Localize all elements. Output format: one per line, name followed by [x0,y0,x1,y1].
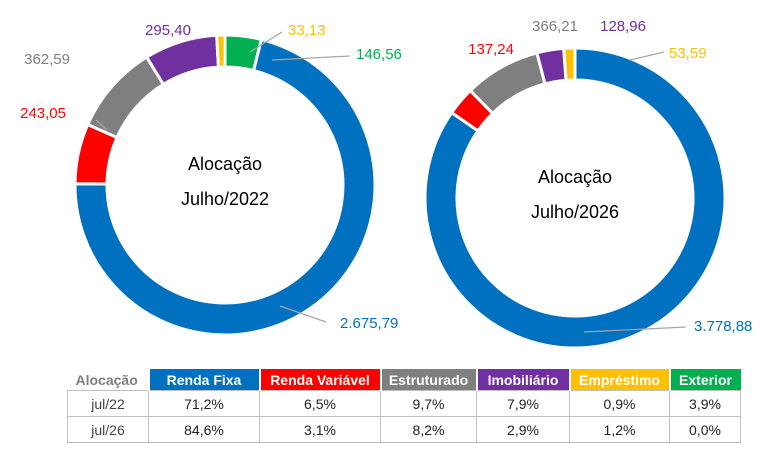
row-label: jul/26 [67,416,149,443]
chart-2026-center-title: Alocação [538,167,612,187]
chart-2022-leader-emprestimo [249,31,283,53]
chart-2026-label-imobiliario: 128,96 [600,18,646,35]
chart-2022-slice-emprestimo [215,33,227,69]
table-cell: 9,7% [380,390,477,417]
header-renda-fixa: Renda Fixa [147,369,260,391]
chart-2026-label-renda-variavel: 137,24 [468,41,514,58]
table-cell: 8,2% [380,416,477,443]
chart-2026-center-subtitle: Julho/2026 [531,202,619,222]
chart-2022-label-imobiliario: 295,40 [145,22,191,39]
header-renda-variavel: Renda Variável [258,369,381,391]
chart-2022-center-title: Alocação [188,154,262,174]
chart-2022-slice-renda-fixa [73,37,377,337]
allocation-table: Alocação Renda Fixa Renda Variável Estru… [67,369,741,443]
chart-2022-slice-imobiliario [144,33,221,87]
header-imobiliario: Imobiliário [475,369,570,391]
table-cell: 6,5% [259,390,381,417]
table-cell: 1,2% [569,416,670,443]
chart-2022-label-emprestimo: 33,13 [288,22,326,39]
header-estruturado: Estruturado [379,369,477,391]
table-cell: 84,6% [148,416,260,443]
chart-2022-leader-exterior [271,55,351,61]
chart-2022-label-exterior: 146,56 [356,46,402,63]
table-corner-label: Alocação [67,369,149,391]
chart-2026-label-renda-fixa: 3.778,88 [694,318,752,335]
chart-2026-leader-renda-fixa [583,326,687,333]
table-cell: 3,1% [259,416,381,443]
table-row: jul/22 71,2% 6,5% 9,7% 7,9% 0,9% 3,9% [67,390,741,417]
table-cell: 2,9% [476,416,570,443]
header-exterior: Exterior [668,369,741,391]
chart-2022-slice-estruturado [85,55,166,140]
chart-2022-center-subtitle: Julho/2022 [181,189,269,209]
table-cell: 0,0% [669,416,741,443]
chart-2022-label-renda-variavel: 243,05 [20,105,66,122]
chart-2026-slice-renda-fixa [423,46,727,350]
chart-2022-label-estruturado: 362,59 [24,51,70,68]
table-cell: 3,9% [669,390,741,417]
chart-2026-label-estruturado: 366,21 [532,18,578,35]
header-emprestimo: Empréstimo [568,369,670,391]
chart-2022-label-renda-fixa: 2.675,79 [340,315,398,332]
table-header-row: Alocação Renda Fixa Renda Variável Estru… [67,369,741,391]
chart-2022-leader-renda-fixa [279,305,327,323]
chart-2026-label-emprestimo: 53,59 [669,45,707,62]
donut-charts: Alocação Julho/2022 2.675,79 243,05 362,59 29… [20,18,752,350]
chart-2026-slice-emprestimo [562,46,577,82]
table-cell: 7,9% [476,390,570,417]
row-label: jul/22 [67,390,149,417]
table-cell: 71,2% [148,390,260,417]
chart-2026-leader-emprestimo [629,51,665,61]
chart-2022-leader-renda-variavel [95,119,108,131]
table-cell: 0,9% [569,390,670,417]
table-row: jul/26 84,6% 3,1% 8,2% 2,9% 1,2% 0,0% [67,416,741,443]
